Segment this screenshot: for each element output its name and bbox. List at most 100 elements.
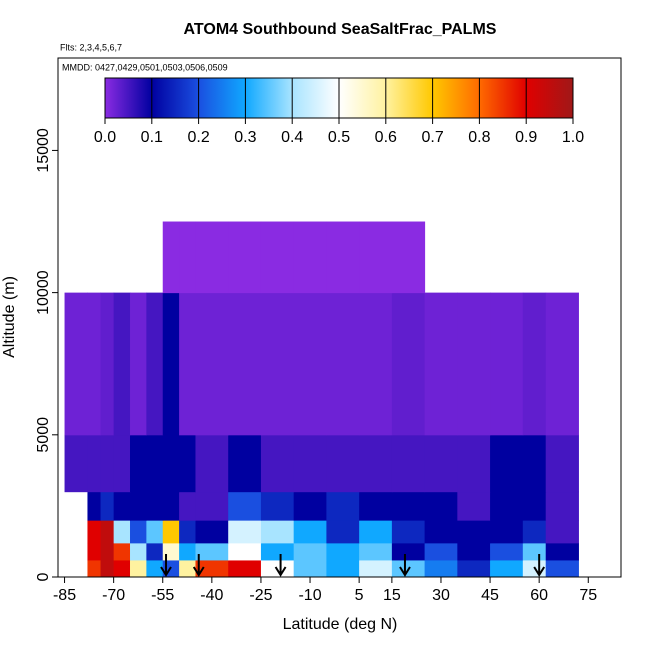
heatmap-cell — [457, 434, 491, 493]
heatmap-cell — [228, 434, 262, 493]
flight-marker — [160, 554, 172, 577]
heatmap-cell — [293, 542, 327, 561]
heatmap-cell — [87, 491, 102, 521]
heatmap-cell — [260, 520, 295, 544]
heatmap-cell — [195, 292, 229, 436]
heatmap-cell — [391, 292, 426, 436]
y-axis-label: Altitude (m) — [1, 276, 18, 358]
heatmap-cell — [228, 292, 262, 436]
heatmap-cell — [130, 292, 147, 436]
heatmap-cell — [391, 221, 426, 294]
x-tick-label: 45 — [481, 587, 499, 604]
heatmap-cell — [179, 491, 196, 521]
heatmap-cell — [293, 292, 327, 436]
heatmap-cell — [391, 542, 426, 561]
heatmap-cell — [457, 542, 491, 561]
heatmap-cell — [228, 542, 262, 561]
heatmap-cell — [359, 520, 393, 544]
flight-marker — [533, 554, 546, 577]
heatmap-cell — [424, 559, 458, 578]
x-tick-label: -55 — [151, 587, 174, 604]
heatmap-cell — [490, 491, 524, 521]
heatmap-cell — [545, 559, 579, 578]
heatmap-cell — [64, 434, 88, 493]
heatmap-cell — [391, 434, 426, 493]
colorbar-tick-label: 0.0 — [94, 129, 116, 146]
heatmap-cell — [162, 434, 180, 493]
x-axis-label: Latitude (deg N) — [283, 616, 398, 633]
heatmap-cell — [293, 520, 327, 544]
heatmap-cell — [87, 559, 102, 578]
heatmap-cell — [113, 559, 131, 578]
colorbar-tick-label: 0.7 — [421, 129, 443, 146]
heatmap-cell — [260, 491, 295, 521]
heatmap-cell — [545, 434, 579, 493]
colorbar-tick-label: 0.6 — [375, 129, 397, 146]
heatmap-cell — [146, 434, 164, 493]
x-tick-label: 15 — [383, 587, 401, 604]
heatmap-cell — [195, 221, 229, 294]
heatmap-cell — [146, 292, 164, 436]
heatmap-cell — [359, 292, 393, 436]
heatmap-cell — [545, 292, 579, 436]
heatmap-cell — [457, 491, 491, 521]
heatmap-cell — [522, 434, 547, 493]
heatmap-cell — [457, 559, 491, 578]
heatmap-cell — [100, 542, 115, 561]
heatmap-cell — [424, 491, 458, 521]
heatmap-cell — [522, 542, 547, 561]
x-tick-label: -25 — [249, 587, 272, 604]
heatmap-cell — [391, 520, 426, 544]
colorbar-tick-label: 0.4 — [281, 129, 303, 146]
heatmap-cell — [545, 520, 579, 544]
heatmap-cell — [260, 434, 295, 493]
heatmap-cell — [195, 520, 229, 544]
heatmap-cell — [146, 491, 164, 521]
heatmap-cell — [100, 559, 115, 578]
heatmap-cell — [130, 491, 147, 521]
heatmap-cell — [490, 434, 524, 493]
heatmap-cell — [100, 520, 115, 544]
annotation: MMDD: 0427,0429,0501,0503,0506,0509 — [62, 62, 228, 72]
heatmap-cell — [424, 520, 458, 544]
heatmap-cell — [260, 542, 295, 561]
heatmap-cell — [130, 434, 147, 493]
heatmap-cell — [490, 559, 524, 578]
heatmap-cell — [100, 491, 115, 521]
heatmap-cell — [522, 520, 547, 544]
heatmap-cell — [130, 559, 147, 578]
heatmap-cell — [130, 542, 147, 561]
heatmap-cell — [146, 520, 164, 544]
heatmap-cell — [162, 221, 180, 294]
heatmap-cell — [64, 292, 88, 436]
colorbar-tick-label: 0.1 — [141, 129, 163, 146]
y-tick-label: 0 — [35, 572, 52, 581]
y-tick-label: 10000 — [35, 270, 52, 315]
x-tick-label: -70 — [102, 587, 125, 604]
x-tick-label: -85 — [53, 587, 76, 604]
heatmap — [64, 221, 579, 578]
heatmap-cell — [293, 559, 327, 578]
heatmap-cell — [522, 491, 547, 521]
heatmap-cell — [326, 491, 360, 521]
heatmap-cell — [195, 434, 229, 493]
colorbar-tick-label: 0.5 — [328, 129, 350, 146]
heatmap-cell — [424, 292, 458, 436]
heatmap-cell — [522, 292, 547, 436]
x-tick-label: -10 — [298, 587, 321, 604]
heatmap-cell — [179, 542, 196, 561]
heatmap-cell — [545, 542, 579, 561]
heatmap-cell — [87, 434, 102, 493]
heatmap-cell — [326, 434, 360, 493]
heatmap-cell — [228, 559, 262, 578]
heatmap-cell — [490, 292, 524, 436]
heatmap-cell — [195, 559, 229, 578]
flight-marker — [399, 554, 411, 577]
heatmap-cell — [260, 292, 295, 436]
colorbar-tick-label: 0.2 — [187, 129, 209, 146]
heatmap-cell — [326, 542, 360, 561]
heatmap-cell — [162, 520, 180, 544]
colorbar-tick-label: 0.8 — [468, 129, 490, 146]
x-tick-label: 60 — [530, 587, 548, 604]
